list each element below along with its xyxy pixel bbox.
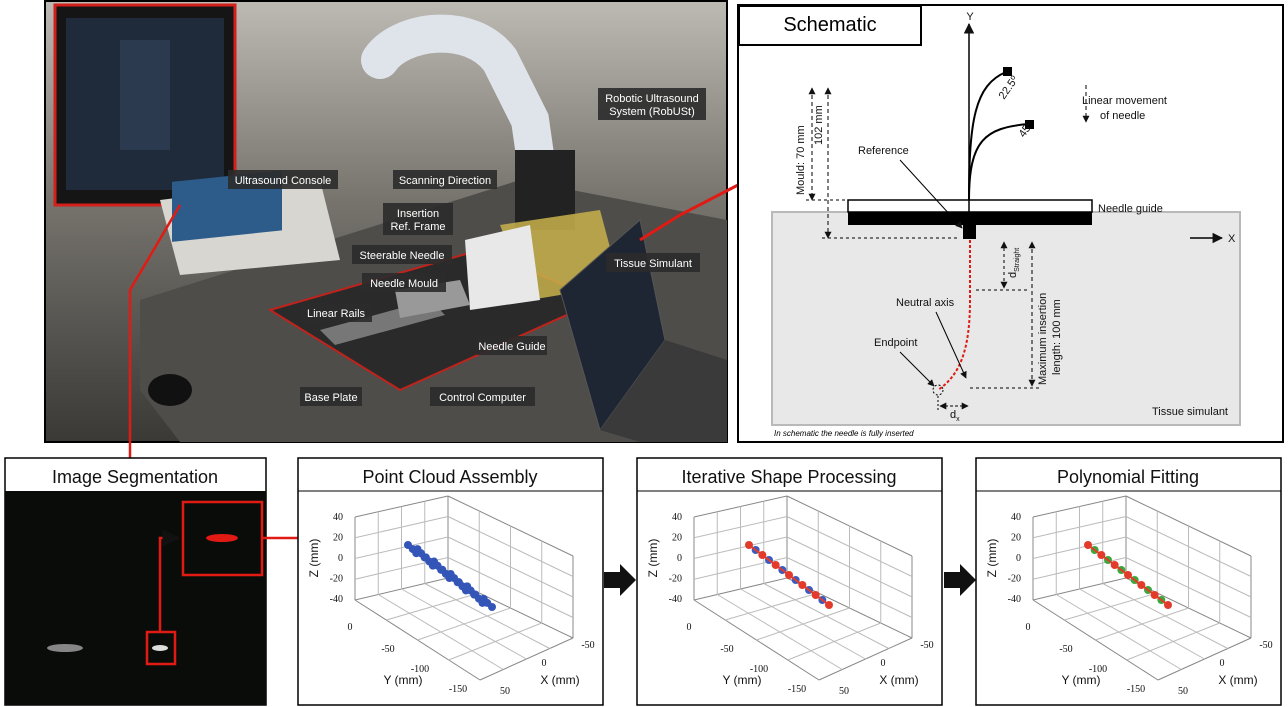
figure: Robotic UltrasoundSystem (RobUSt) Ultraso… xyxy=(0,0,1288,707)
z-tick-label: 0 xyxy=(677,553,682,564)
tissue-label: Tissue simulant xyxy=(1152,406,1228,418)
z-tick-label: 20 xyxy=(1011,533,1021,544)
y-tick-label: -50 xyxy=(1059,644,1072,655)
x-tick-label: 0 xyxy=(1220,658,1225,669)
x-tick-label: -50 xyxy=(1259,640,1272,651)
z-tick-label: -20 xyxy=(330,574,343,585)
z-tick-label: 0 xyxy=(338,553,343,564)
x-axis-label: X (mm) xyxy=(540,673,579,687)
insertion-label: Maximum insertion xyxy=(1037,293,1049,385)
panel-title: Polynomial Fitting xyxy=(1057,467,1199,487)
x-tick-label: 50 xyxy=(839,686,849,697)
z-tick-label: -20 xyxy=(1008,574,1021,585)
d-x-sub: x xyxy=(956,416,960,423)
photo-label: Ultrasound Console xyxy=(235,175,332,187)
z-tick-label: 20 xyxy=(333,533,343,544)
photo-label: System (RobUSt) xyxy=(609,106,695,118)
z-tick-label: 40 xyxy=(333,512,343,523)
y-tick-label: -50 xyxy=(381,644,394,655)
photo-label: Ref. Frame xyxy=(390,221,445,233)
y-tick-label: -150 xyxy=(449,684,467,695)
panel-frame xyxy=(637,458,942,705)
mould-label: 102 mm xyxy=(813,105,825,145)
x-tick-label: 50 xyxy=(1178,686,1188,697)
photo-label: Linear Rails xyxy=(307,308,366,320)
schematic-title: Schematic xyxy=(783,14,876,36)
x-axis-label: X xyxy=(1228,233,1236,245)
flow-arrow xyxy=(944,564,976,596)
z-tick-label: 20 xyxy=(672,533,682,544)
y-tick-label: -50 xyxy=(720,644,733,655)
x-axis-label: X (mm) xyxy=(879,673,918,687)
z-axis-label: Z (mm) xyxy=(307,539,321,578)
photo-label: Needle Mould xyxy=(370,278,438,290)
y-axis-label: Y (mm) xyxy=(1061,673,1100,687)
photo-label: Robotic Ultrasound xyxy=(605,93,699,105)
plots: Point Cloud Assembly40200-20-400-50-100-… xyxy=(298,458,1281,705)
y-axis-label: Y (mm) xyxy=(722,673,761,687)
y-axis-label: Y (mm) xyxy=(383,673,422,687)
needle-guide-label: Needle guide xyxy=(1098,203,1163,215)
plot-panel: Polynomial Fitting40200-20-400-50-100-15… xyxy=(976,458,1281,705)
y-tick-label: -150 xyxy=(788,684,806,695)
x-tick-label: -50 xyxy=(581,640,594,651)
x-tick-label: -50 xyxy=(920,640,933,651)
plot-panel: Point Cloud Assembly40200-20-400-50-100-… xyxy=(298,458,603,705)
panel-title: Image Segmentation xyxy=(52,467,218,487)
photo-label: Base Plate xyxy=(304,392,357,404)
z-tick-label: -40 xyxy=(330,594,343,605)
panel-frame xyxy=(976,458,1281,705)
z-tick-label: 40 xyxy=(1011,512,1021,523)
x-tick-label: 0 xyxy=(542,658,547,669)
mould-label: Mould: 70 mm xyxy=(795,125,807,195)
y-tick-label: 0 xyxy=(1026,622,1031,633)
photo-label: Insertion xyxy=(397,208,439,220)
x-tick-label: 0 xyxy=(881,658,886,669)
photo-label: Scanning Direction xyxy=(399,175,491,187)
neutral-axis-label: Neutral axis xyxy=(896,297,955,309)
y-tick-label: 0 xyxy=(687,622,692,633)
flow-arrow xyxy=(604,564,636,596)
z-tick-label: -40 xyxy=(669,594,682,605)
photo-label: Control Computer xyxy=(439,392,526,404)
photo-label: Steerable Needle xyxy=(359,250,444,262)
reference-label: Reference xyxy=(858,145,909,157)
plot-panel: Iterative Shape Processing 40 20 0 -20 -40 0 -5… xyxy=(637,458,942,705)
z-tick-label: 40 xyxy=(672,512,682,523)
endpoint-label: Endpoint xyxy=(874,337,917,349)
z-axis-label: Z (mm) xyxy=(985,539,999,578)
d-straight-sub: Straight xyxy=(1014,248,1021,272)
panel-title: Iterative Shape Processing xyxy=(681,467,896,487)
z-tick-label: -40 xyxy=(1008,594,1021,605)
y-tick-label: 0 xyxy=(348,622,353,633)
panel-title: Point Cloud Assembly xyxy=(362,467,537,487)
z-axis-label: Z (mm) xyxy=(646,539,660,578)
x-axis-label: X (mm) xyxy=(1218,673,1257,687)
y-tick-label: -150 xyxy=(1127,684,1145,695)
schematic-note: In schematic the needle is fully inserte… xyxy=(774,429,914,438)
x-tick-label: 50 xyxy=(500,686,510,697)
photo-panel: Robotic UltrasoundSystem (RobUSt) Ultraso… xyxy=(45,1,738,442)
photo-label: Tissue Simulant xyxy=(614,258,692,270)
insertion-label: length: 100 mm xyxy=(1051,299,1063,375)
movement-label: of needle xyxy=(1100,110,1145,122)
z-tick-label: -20 xyxy=(669,574,682,585)
movement-label: Linear movement xyxy=(1082,95,1167,107)
needle-point xyxy=(488,603,496,611)
z-tick-label: 0 xyxy=(1016,553,1021,564)
y-axis-label: Y xyxy=(966,11,974,23)
schematic-panel: Schematic Y X 22.5º 45º Linear movement … xyxy=(738,5,1283,442)
photo-label: Needle Guide xyxy=(478,341,545,353)
